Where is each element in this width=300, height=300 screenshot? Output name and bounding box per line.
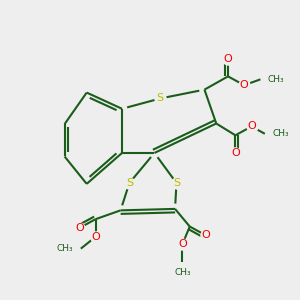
Text: O: O (75, 223, 84, 233)
Text: O: O (247, 122, 256, 131)
Text: O: O (231, 148, 240, 158)
Text: S: S (157, 94, 164, 103)
Text: S: S (173, 178, 180, 188)
Text: O: O (224, 54, 233, 64)
Text: O: O (91, 232, 100, 242)
Text: CH₃: CH₃ (268, 75, 284, 84)
Text: O: O (202, 230, 210, 240)
Text: S: S (126, 178, 133, 188)
Text: O: O (240, 80, 249, 90)
Text: CH₃: CH₃ (174, 268, 191, 278)
Text: CH₃: CH₃ (272, 129, 289, 138)
Text: O: O (178, 239, 187, 249)
Text: CH₃: CH₃ (57, 244, 74, 253)
